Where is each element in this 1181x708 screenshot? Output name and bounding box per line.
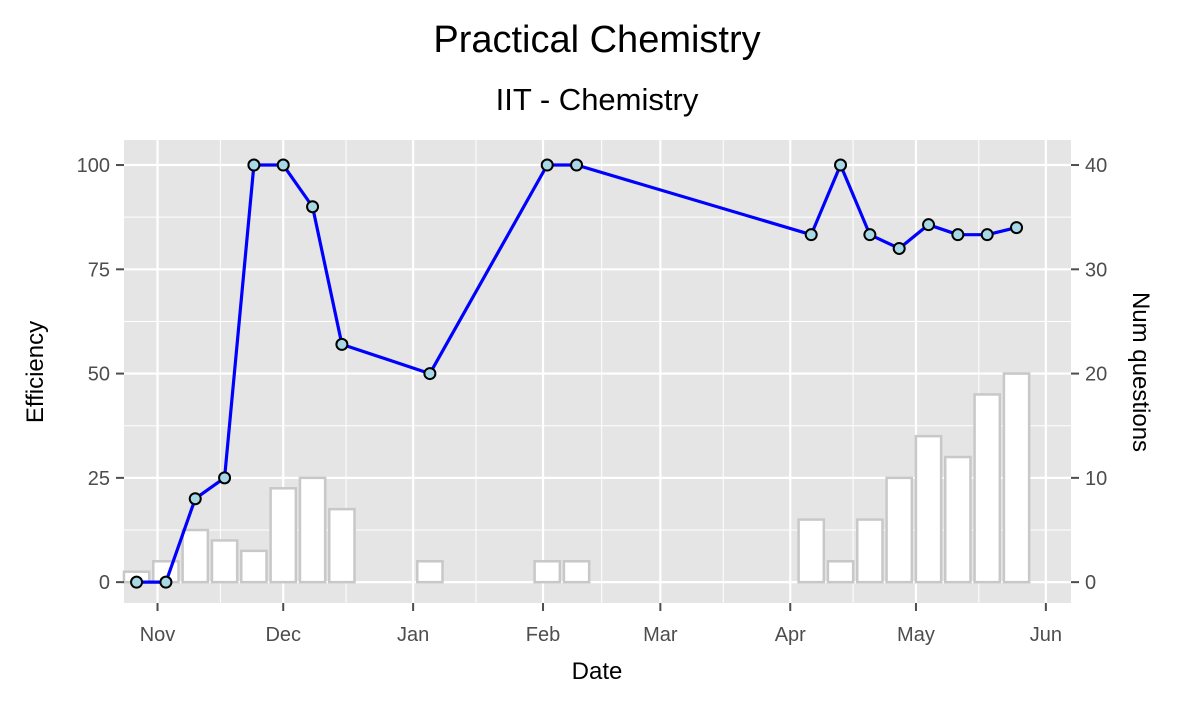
bar: [797, 518, 826, 584]
y2-tick-label: 0: [1085, 572, 1096, 594]
x-tick-label: Apr: [775, 624, 806, 646]
bar: [1002, 372, 1031, 584]
data-point: [247, 158, 261, 172]
data-point: [423, 367, 437, 381]
data-point: [130, 575, 144, 589]
y2-axis-title: Num questions: [1127, 292, 1154, 452]
x-tick-label: Dec: [265, 624, 301, 646]
data-point: [159, 575, 173, 589]
bar: [269, 487, 298, 584]
y2-tick-label: 30: [1085, 259, 1107, 281]
x-tick-label: May: [897, 624, 935, 646]
y-tick-label: 50: [88, 364, 110, 386]
data-point: [863, 228, 877, 242]
y-axis-title: Efficiency: [22, 321, 49, 423]
data-point: [570, 158, 584, 172]
x-tick-label: Jun: [1030, 624, 1062, 646]
data-point: [276, 158, 290, 172]
y2-tick-label: 40: [1085, 155, 1107, 177]
y-tick-label: 100: [77, 155, 110, 177]
bar: [328, 507, 356, 584]
data-point: [951, 228, 965, 242]
bar: [181, 528, 210, 584]
data-point: [540, 158, 554, 172]
bar: [416, 560, 444, 584]
x-tick-label: Feb: [526, 624, 560, 646]
data-point: [980, 228, 994, 242]
data-point: [335, 337, 349, 351]
x-tick-label: Mar: [643, 624, 678, 646]
bar: [533, 560, 562, 584]
bar: [826, 560, 855, 584]
data-point: [834, 158, 848, 172]
data-point: [892, 241, 906, 255]
x-tick-label: Nov: [140, 624, 176, 646]
x-tick-label: Jan: [397, 624, 429, 646]
bar: [210, 539, 239, 584]
bar: [885, 476, 914, 584]
bar: [298, 476, 327, 584]
y-axis-left: 0 25 50 75 100: [77, 155, 124, 594]
bar-series: [122, 372, 1031, 584]
bar: [856, 518, 884, 584]
data-point: [306, 200, 320, 214]
data-point: [804, 228, 818, 242]
y-axis-right: 0 10 20 30 40: [1071, 155, 1107, 594]
y-tick-label: 25: [88, 468, 110, 490]
y2-tick-label: 20: [1085, 364, 1107, 386]
y-tick-label: 75: [88, 259, 110, 281]
chart-subtitle: IIT - Chemistry: [496, 82, 699, 117]
chart-title: Practical Chemistry: [433, 19, 760, 61]
y-tick-label: 0: [99, 572, 110, 594]
y2-tick-label: 10: [1085, 468, 1107, 490]
x-axis: Nov Dec Jan Feb Mar Apr May Jun: [140, 603, 1062, 646]
data-point: [218, 471, 232, 485]
bar: [973, 393, 1002, 584]
bar: [914, 434, 943, 584]
data-point: [188, 492, 202, 506]
bar: [240, 549, 268, 584]
data-point: [922, 218, 936, 232]
point-series: [130, 158, 1024, 589]
bar: [562, 560, 591, 584]
bar: [944, 455, 972, 584]
x-axis-title: Date: [572, 658, 623, 685]
data-point: [1010, 221, 1024, 235]
